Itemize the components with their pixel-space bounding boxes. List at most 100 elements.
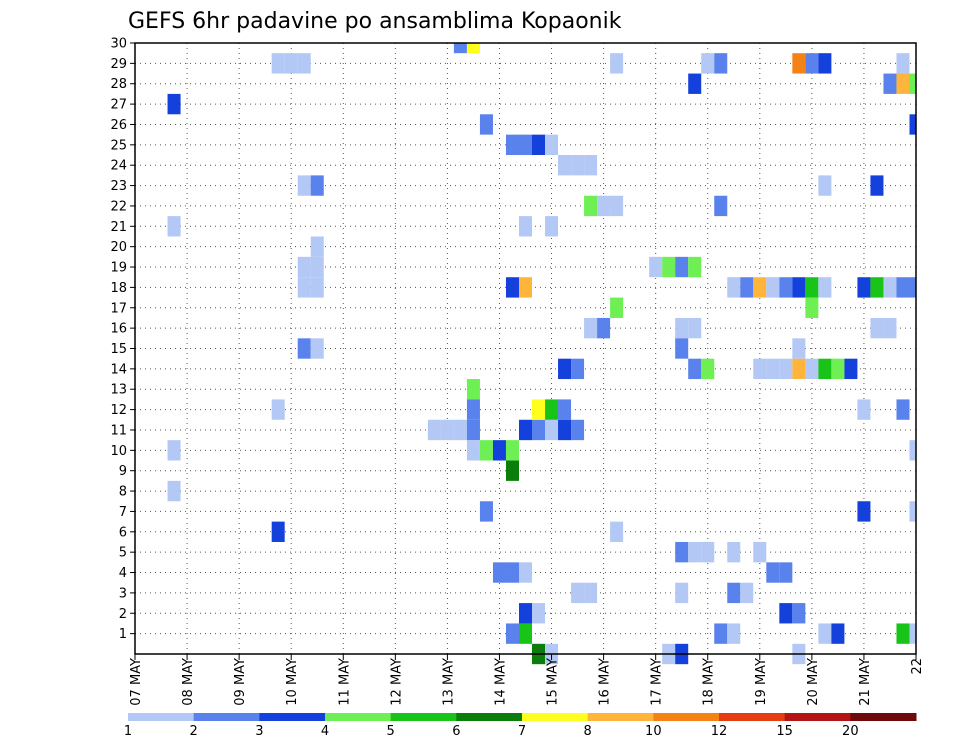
- heatmap-cell: [909, 114, 916, 135]
- x-tick-label: 10 MAY: [285, 658, 300, 706]
- y-tick-label: 17: [110, 301, 127, 316]
- heatmap-cell: [584, 582, 598, 604]
- colorbar-label: 20: [842, 724, 859, 739]
- heatmap-cell: [805, 297, 819, 318]
- heatmap-cell: [688, 73, 702, 94]
- heatmap-cell: [453, 419, 467, 441]
- y-tick-label: 29: [110, 57, 127, 72]
- heatmap-cell: [688, 256, 702, 278]
- heatmap-cell: [805, 277, 819, 298]
- heatmap-cell: [584, 155, 598, 176]
- heatmap-cell: [818, 277, 832, 298]
- heatmap-cell: [649, 256, 663, 278]
- y-tick-label: 4: [119, 566, 127, 581]
- heatmap-cell: [675, 541, 689, 563]
- heatmap-cell: [167, 480, 181, 502]
- x-tick-label: 18 MAY: [702, 658, 717, 706]
- colorbar-label: 3: [255, 724, 263, 739]
- heatmap-cell: [466, 379, 480, 400]
- heatmap-cell: [727, 541, 741, 563]
- heatmap-cell: [779, 358, 793, 380]
- x-axis: 07 MAY 08 MAY 09 MAY 10 MAY 11 MAY 12 MAY 13 M…: [129, 654, 925, 706]
- heatmap-cell: [610, 521, 624, 542]
- colorbar-swatch: [784, 713, 851, 721]
- heatmap-cell: [427, 419, 441, 441]
- heatmap-cell: [297, 277, 311, 298]
- heatmap-cell: [792, 603, 806, 624]
- heatmap-cell: [271, 399, 285, 420]
- x-tick-label: 07 MAY: [129, 658, 144, 706]
- heatmap-cell: [909, 501, 916, 522]
- heatmap-cell: [492, 440, 506, 461]
- heatmap-cell: [805, 358, 819, 380]
- heatmap-cell: [310, 175, 324, 196]
- heatmap-cell: [896, 399, 910, 420]
- heatmap-cell: [753, 358, 767, 380]
- x-tick-label: 20 MAY: [806, 658, 821, 706]
- heatmap-cell: [896, 623, 910, 644]
- heatmap-cell: [805, 53, 819, 74]
- heatmap-cell: [792, 338, 806, 359]
- heatmap-cell: [727, 277, 741, 298]
- colorbar-label: 8: [584, 724, 592, 739]
- heatmap-cell: [701, 358, 715, 380]
- y-tick-label: 10: [110, 444, 127, 459]
- heatmap-cell: [310, 256, 324, 278]
- heatmap-cell: [532, 134, 546, 156]
- heatmap-cell: [909, 623, 916, 644]
- colorbar-swatch: [653, 713, 720, 721]
- x-tick-label: 21 MAY: [858, 658, 873, 706]
- heatmap-cell: [831, 358, 845, 380]
- heatmap-cell: [675, 582, 689, 604]
- heatmap-cell: [779, 277, 793, 298]
- heatmap-cell: [597, 195, 611, 217]
- y-tick-label: 30: [110, 37, 127, 52]
- heatmap-cell: [584, 195, 598, 217]
- y-tick-label: 16: [110, 322, 127, 337]
- heatmap-cell: [909, 440, 916, 461]
- heatmap-cell: [558, 358, 572, 380]
- colorbar-swatch: [325, 713, 392, 721]
- heatmap-cell: [766, 358, 780, 380]
- colorbar-label: 6: [452, 724, 460, 739]
- colorbar-swatch: [719, 713, 786, 721]
- x-tick-label: 14 MAY: [493, 658, 508, 706]
- heatmap-cell: [479, 501, 493, 522]
- heatmap-cell: [505, 460, 519, 481]
- colorbar-label: 15: [776, 724, 793, 739]
- heatmap-cell: [167, 216, 181, 237]
- heatmap-cell: [558, 399, 572, 420]
- y-tick-label: 21: [110, 220, 127, 235]
- colorbar-swatch: [587, 713, 654, 721]
- x-tick-label: 13 MAY: [441, 658, 456, 706]
- heatmap-cell: [466, 43, 480, 54]
- heatmap-cell: [571, 419, 585, 441]
- y-tick-label: 14: [110, 362, 127, 377]
- heatmap-cell: [818, 53, 832, 74]
- y-tick-label: 3: [119, 586, 127, 601]
- heatmap-cell: [610, 53, 624, 74]
- heatmap-cell: [505, 623, 519, 644]
- x-tick-label: 09 MAY: [233, 658, 248, 706]
- y-tick-label: 12: [110, 403, 127, 418]
- heatmap-cell: [792, 358, 806, 380]
- heatmap-cell: [271, 53, 285, 74]
- colorbar-label: 10: [645, 724, 662, 739]
- heatmap-cell: [297, 175, 311, 196]
- heatmap-cell: [662, 256, 676, 278]
- heatmap-cell: [857, 277, 871, 298]
- heatmap-cell: [779, 603, 793, 624]
- heatmap-cell: [688, 541, 702, 563]
- heatmap-cells: [167, 43, 916, 665]
- heatmap-cell: [545, 134, 559, 156]
- heatmap-cell: [310, 338, 324, 359]
- heatmap-cell: [818, 175, 832, 196]
- heatmap-cell: [310, 236, 324, 257]
- heatmap-cell: [857, 399, 871, 420]
- heatmap-cell: [896, 53, 910, 74]
- heatmap-cell: [831, 623, 845, 644]
- heatmap-cell: [518, 562, 533, 583]
- heatmap-cell: [610, 195, 624, 217]
- y-tick-label: 18: [110, 281, 127, 296]
